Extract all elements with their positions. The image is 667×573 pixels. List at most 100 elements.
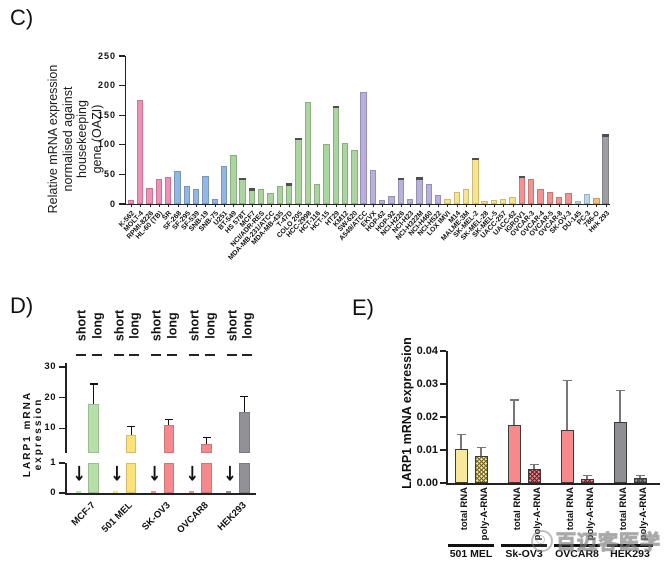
e-group-underline xyxy=(448,544,494,547)
e-ytick-label: 0.04 xyxy=(416,344,438,357)
c-ytick-label: 200 xyxy=(97,80,116,91)
d-lane-mark xyxy=(91,354,102,356)
c-bar-NCI/ADR-RES xyxy=(258,188,265,204)
c-xtick xyxy=(335,204,337,207)
e-bar-Sk-OV3-total RNA xyxy=(507,424,521,483)
c-bar-HCC-2998 xyxy=(304,101,312,204)
e-ytick-mark xyxy=(440,482,446,484)
d-bar-long-lower-SK-OV3 xyxy=(163,463,175,493)
d-bar-short-OVCAR8 xyxy=(188,491,194,493)
e-bar-OVCAR8-total RNA xyxy=(560,430,574,483)
e-err-line xyxy=(513,399,515,425)
c-bar-DU-145 xyxy=(574,201,581,204)
d-lane-mark xyxy=(76,354,86,356)
d-err-cap-OVCAR8 xyxy=(202,437,211,439)
c-xtick xyxy=(596,204,598,207)
c-xtick xyxy=(363,204,365,207)
d-ytick-mark xyxy=(59,427,65,430)
c-xtick xyxy=(503,204,505,207)
c-xtick xyxy=(475,204,477,207)
e-ytick-label: 0.01 xyxy=(416,443,438,456)
d-axis-lower xyxy=(65,463,67,493)
c-xtick xyxy=(168,204,170,207)
e-err-cap xyxy=(582,475,592,477)
e-bar-501 MEL-poly-A-RNA xyxy=(474,455,488,483)
d-ytick-mark xyxy=(59,462,65,464)
e-err-line xyxy=(480,447,482,456)
c-bar-KM12 xyxy=(341,143,349,204)
e-err-cap xyxy=(509,399,519,401)
e-group-underline xyxy=(501,544,547,547)
c-ytick-label: 250 xyxy=(97,50,116,61)
c-ytick-mark xyxy=(119,144,125,146)
c-xtick xyxy=(568,204,570,207)
c-bar-RPMI-8226 xyxy=(146,188,153,204)
d-bar-long-lower-OVCAR8 xyxy=(201,463,212,493)
c-ytick-label: 50 xyxy=(103,168,116,179)
c-xtick xyxy=(205,204,207,207)
watermark: 百迈客医学 xyxy=(531,526,661,555)
c-bar-M14 xyxy=(453,192,460,204)
d-pair-label-long: long xyxy=(240,312,255,339)
c-bar-HT29 xyxy=(332,105,339,204)
c-xtick xyxy=(186,204,188,207)
panel-c-plot: 0 50 100 150 200 250 K-562 MOLT-4 RPMI-8226 HL-60… xyxy=(98,51,611,262)
c-bar-MDA-MB-231/ATCC xyxy=(267,193,274,204)
c-xtick xyxy=(605,204,607,207)
d-bar-short-501 MEL xyxy=(113,491,119,493)
d-bar-short-SK-OV3 xyxy=(150,491,156,493)
d-bar-long-lower-HEK293 xyxy=(239,463,250,493)
c-xtick xyxy=(317,204,319,207)
e-err-cap xyxy=(562,379,572,382)
c-bar-HS 578T xyxy=(239,177,246,204)
c-xtick xyxy=(382,204,384,207)
e-bar-OVCAR8-poly-A-RNA xyxy=(580,479,594,483)
e-err-cap xyxy=(456,433,466,436)
e-ytick-mark xyxy=(440,383,446,385)
c-xtick xyxy=(587,204,589,207)
e-group-label-HEK293: HEK293 xyxy=(610,548,650,560)
d-lane-mark xyxy=(226,354,237,356)
d-ytick-label: 1 xyxy=(50,457,56,468)
c-xtick xyxy=(512,204,514,207)
d-pair-label-short: short xyxy=(149,309,164,342)
e-err-line xyxy=(619,390,621,422)
c-xtick xyxy=(242,204,244,207)
d-lane-mark xyxy=(242,354,253,356)
c-errcap-NCI-H226 xyxy=(397,177,405,181)
e-bar-label-total RNA: total RNA xyxy=(458,487,470,531)
c-bar-SF-295 xyxy=(183,185,191,204)
c-xtick xyxy=(494,204,495,207)
c-bar-SK-MEL-2 xyxy=(472,157,479,204)
c-bar-NCI-H226 xyxy=(397,177,405,204)
e-err-line xyxy=(460,434,462,449)
e-group-label-501 MEL: 501 MEL xyxy=(449,548,493,560)
c-xtick xyxy=(549,204,551,207)
c-xtick xyxy=(252,204,253,207)
e-group-label-OVCAR8: OVCAR8 xyxy=(555,548,599,560)
c-ytick-label: 150 xyxy=(97,109,116,120)
e-group-underline xyxy=(607,544,653,547)
panel-c-label: C) xyxy=(10,5,34,30)
c-bar-SK-MEL-28 xyxy=(481,201,488,204)
c-errcap-SK-MEL-2 xyxy=(472,157,479,161)
c-bar-HOP-62 xyxy=(379,199,386,204)
d-pair-label-short: short xyxy=(112,309,127,342)
c-xtick xyxy=(307,204,309,207)
c-bar-T-47D xyxy=(286,183,293,204)
e-group-label-Sk-OV3: Sk-OV3 xyxy=(505,548,543,560)
d-err-cap-501 MEL xyxy=(127,425,136,427)
d-ytick-mark xyxy=(59,397,65,399)
d-arrow-SK-OV3: ↓ xyxy=(147,461,162,486)
c-xtick xyxy=(447,204,449,207)
e-bar-label-poly-A-RNA: poly-A-RNA xyxy=(478,487,490,541)
c-xtick xyxy=(131,204,132,207)
panel-d-label: D) xyxy=(10,293,34,318)
c-xtick xyxy=(214,204,216,207)
c-xtick xyxy=(177,204,179,207)
c-xtick xyxy=(391,204,393,207)
d-err-line-SK-OV3 xyxy=(168,419,170,425)
c-errcap-Hek 293 xyxy=(602,134,609,137)
e-ytick-label: 0.02 xyxy=(416,410,438,423)
